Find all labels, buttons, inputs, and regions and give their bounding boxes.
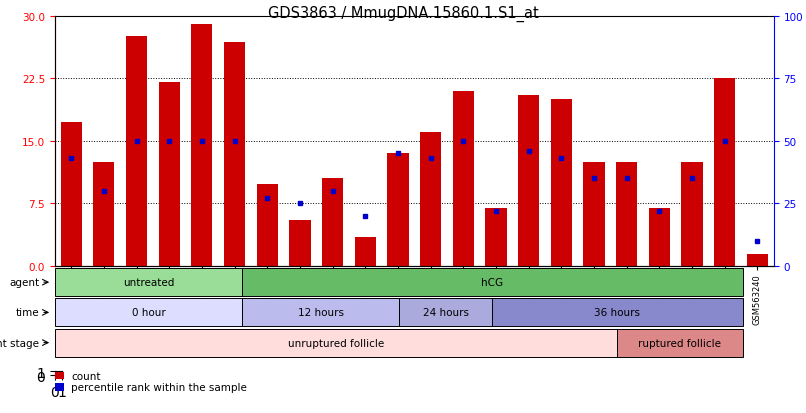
Text: 24 hours: 24 hours bbox=[422, 308, 468, 318]
Text: unruptured follicle: unruptured follicle bbox=[288, 338, 384, 348]
Bar bbox=[518, 96, 539, 266]
Text: ruptured follicle: ruptured follicle bbox=[638, 338, 721, 348]
Bar bbox=[93, 162, 114, 266]
Text: hCG: hCG bbox=[481, 278, 504, 287]
Text: GDS3863 / MmugDNA.15860.1.S1_at: GDS3863 / MmugDNA.15860.1.S1_at bbox=[268, 6, 538, 22]
Bar bbox=[550, 100, 572, 266]
Bar bbox=[485, 208, 507, 266]
Bar bbox=[191, 25, 213, 266]
Bar bbox=[714, 79, 735, 266]
Text: 36 hours: 36 hours bbox=[595, 308, 641, 318]
Bar bbox=[420, 133, 441, 266]
Bar bbox=[256, 185, 278, 266]
Bar bbox=[681, 162, 703, 266]
Text: untreated: untreated bbox=[123, 278, 174, 287]
Bar bbox=[159, 83, 180, 266]
Bar bbox=[355, 237, 376, 266]
Bar bbox=[453, 91, 474, 266]
Text: development stage: development stage bbox=[0, 338, 39, 348]
Bar bbox=[616, 162, 638, 266]
Text: 12 hours: 12 hours bbox=[297, 308, 343, 318]
Bar bbox=[126, 37, 147, 266]
Text: time: time bbox=[16, 308, 39, 318]
Bar bbox=[388, 154, 409, 266]
Bar bbox=[649, 208, 670, 266]
Bar bbox=[584, 162, 604, 266]
Bar bbox=[322, 179, 343, 266]
Bar bbox=[224, 43, 245, 266]
Text: agent: agent bbox=[10, 278, 39, 287]
Bar bbox=[60, 123, 81, 266]
Text: 0 hour: 0 hour bbox=[131, 308, 165, 318]
Text: percentile rank within the sample: percentile rank within the sample bbox=[71, 382, 247, 392]
Bar bbox=[289, 221, 310, 266]
Text: count: count bbox=[71, 371, 101, 381]
Bar bbox=[747, 254, 768, 266]
